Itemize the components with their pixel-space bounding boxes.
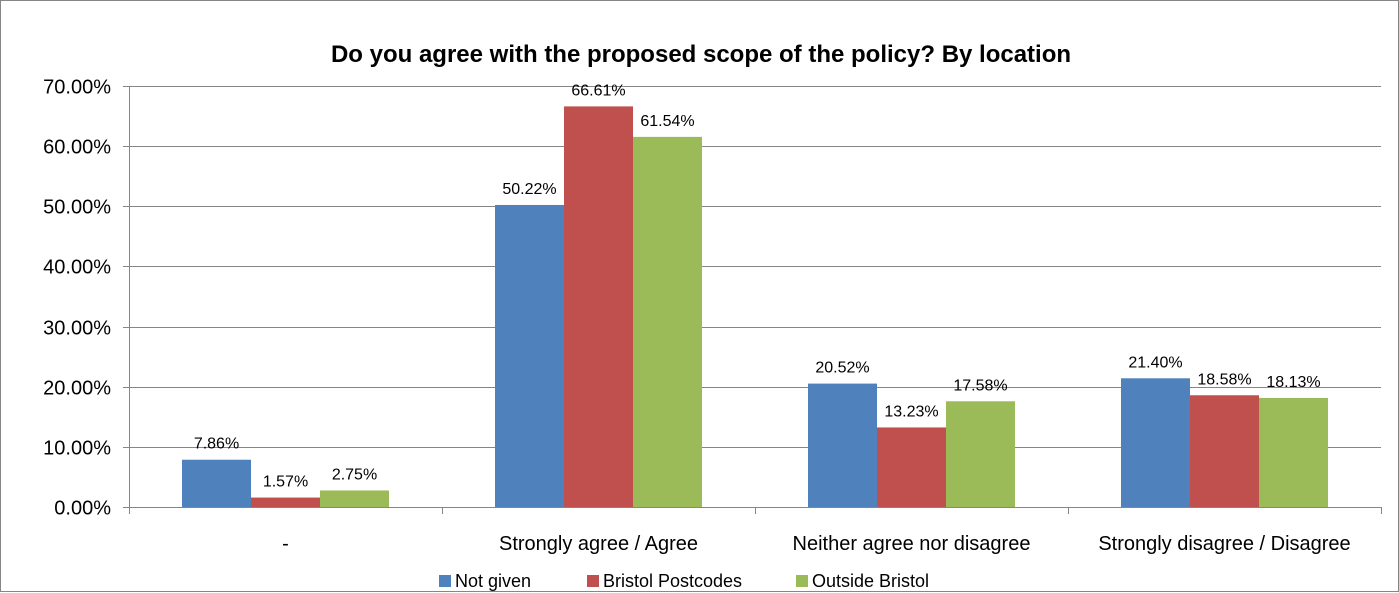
data-label: 1.57%: [263, 474, 308, 491]
data-label: 17.58%: [953, 377, 1007, 394]
y-tick-label: 50.00%: [43, 197, 111, 219]
data-label: 21.40%: [1128, 354, 1182, 371]
x-tick-label: -: [282, 533, 289, 555]
data-labels: 7.86% 50.22% 20.52% 21.40% 1.57% 66.61% 13.23%…: [194, 82, 1321, 490]
legend: Not given Bristol Postcodes Outside Bristo…: [439, 571, 929, 591]
x-tick-label: Strongly disagree / Disagree: [1098, 533, 1350, 555]
data-label: 13.23%: [884, 403, 938, 420]
x-tick-label: Neither agree nor disagree: [793, 533, 1031, 555]
bar: [251, 497, 320, 507]
legend-label: Outside Bristol: [812, 571, 929, 591]
bar: [1190, 395, 1259, 507]
data-label: 2.75%: [332, 466, 377, 483]
data-label: 18.58%: [1197, 371, 1251, 388]
legend-label: Not given: [455, 571, 531, 591]
y-tick-label: 40.00%: [43, 257, 111, 279]
y-tick-label: 70.00%: [43, 77, 111, 99]
bar: [320, 490, 389, 507]
bar: [495, 204, 564, 507]
legend-swatch: [796, 575, 808, 587]
y-tick-label: 60.00%: [43, 137, 111, 159]
legend-swatch: [439, 575, 451, 587]
x-axis-ticks: - Strongly agree / Agree Neither agree nor…: [129, 507, 1382, 555]
bar: [633, 136, 702, 507]
y-tick-label: 10.00%: [43, 438, 111, 460]
bar: [1259, 397, 1328, 507]
data-label: 66.61%: [571, 82, 625, 99]
data-label: 18.13%: [1266, 374, 1320, 391]
bar: [1121, 378, 1190, 507]
bar: [877, 427, 946, 507]
bar: [808, 383, 877, 507]
y-tick-label: 0.00%: [54, 498, 111, 520]
bars: [182, 106, 1328, 507]
data-label: 50.22%: [502, 181, 556, 198]
bar: [564, 106, 633, 507]
data-label: 61.54%: [640, 113, 694, 130]
x-tick-label: Strongly agree / Agree: [499, 533, 698, 555]
gridlines: [129, 86, 1381, 448]
legend-swatch: [587, 575, 599, 587]
y-tick-label: 30.00%: [43, 318, 111, 340]
bar: [946, 401, 1015, 507]
legend-label: Bristol Postcodes: [603, 571, 742, 591]
bar: [182, 459, 251, 507]
chart-title: Do you agree with the proposed scope of …: [331, 41, 1071, 68]
y-tick-label: 20.00%: [43, 378, 111, 400]
y-axis-ticks: 0.00% 10.00% 20.00% 30.00% 40.00% 50.00% 60.00…: [43, 77, 129, 520]
data-label: 20.52%: [815, 360, 869, 377]
data-label: 7.86%: [194, 436, 239, 453]
